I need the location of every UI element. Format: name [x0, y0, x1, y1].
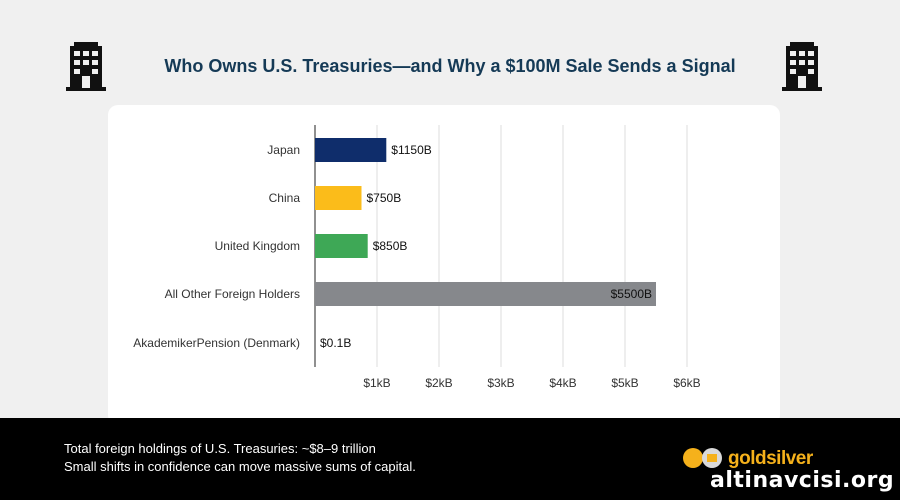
category-label: United Kingdom — [215, 239, 300, 253]
data-label: $850B — [373, 239, 408, 253]
page-title: Who Owns U.S. Treasuries—and Why a $100M… — [164, 56, 736, 76]
data-label: $1150B — [391, 143, 431, 157]
data-label: $750B — [367, 191, 402, 205]
data-label: $0.1B — [320, 336, 351, 350]
bar — [315, 282, 656, 306]
office-building-icon — [782, 42, 822, 91]
footer-line-2: Small shifts in confidence can move mass… — [64, 459, 416, 474]
category-label: AkademikerPension (Denmark) — [133, 336, 300, 350]
x-tick-label: $3kB — [487, 376, 514, 390]
footer: Total foreign holdings of U.S. Treasurie… — [0, 418, 900, 500]
x-tick-label: $4kB — [549, 376, 576, 390]
bar-chart: $1kB $2kB $3kB $4kB $5kB $6kB Japan $1150B China… — [133, 125, 701, 390]
chart-panel: $1kB $2kB $3kB $4kB $5kB $6kB Japan $1150B China… — [108, 105, 780, 425]
x-tick-label: $6kB — [673, 376, 700, 390]
category-label: China — [269, 191, 301, 205]
footer-line-1: Total foreign holdings of U.S. Treasurie… — [64, 441, 376, 456]
bar — [315, 138, 387, 162]
office-building-icon — [66, 42, 106, 91]
category-label: All Other Foreign Holders — [165, 287, 300, 301]
goldsilver-logo-icon — [683, 448, 722, 468]
x-tick-label: $2kB — [425, 376, 452, 390]
bar — [315, 186, 362, 210]
x-tick-label: $1kB — [363, 376, 390, 390]
data-label: $5500B — [611, 287, 652, 301]
category-label: Japan — [267, 143, 300, 157]
brand-name: goldsilver — [728, 448, 813, 469]
watermark: altinavcisi.org — [710, 468, 895, 493]
bar — [315, 234, 368, 258]
x-tick-label: $5kB — [611, 376, 638, 390]
